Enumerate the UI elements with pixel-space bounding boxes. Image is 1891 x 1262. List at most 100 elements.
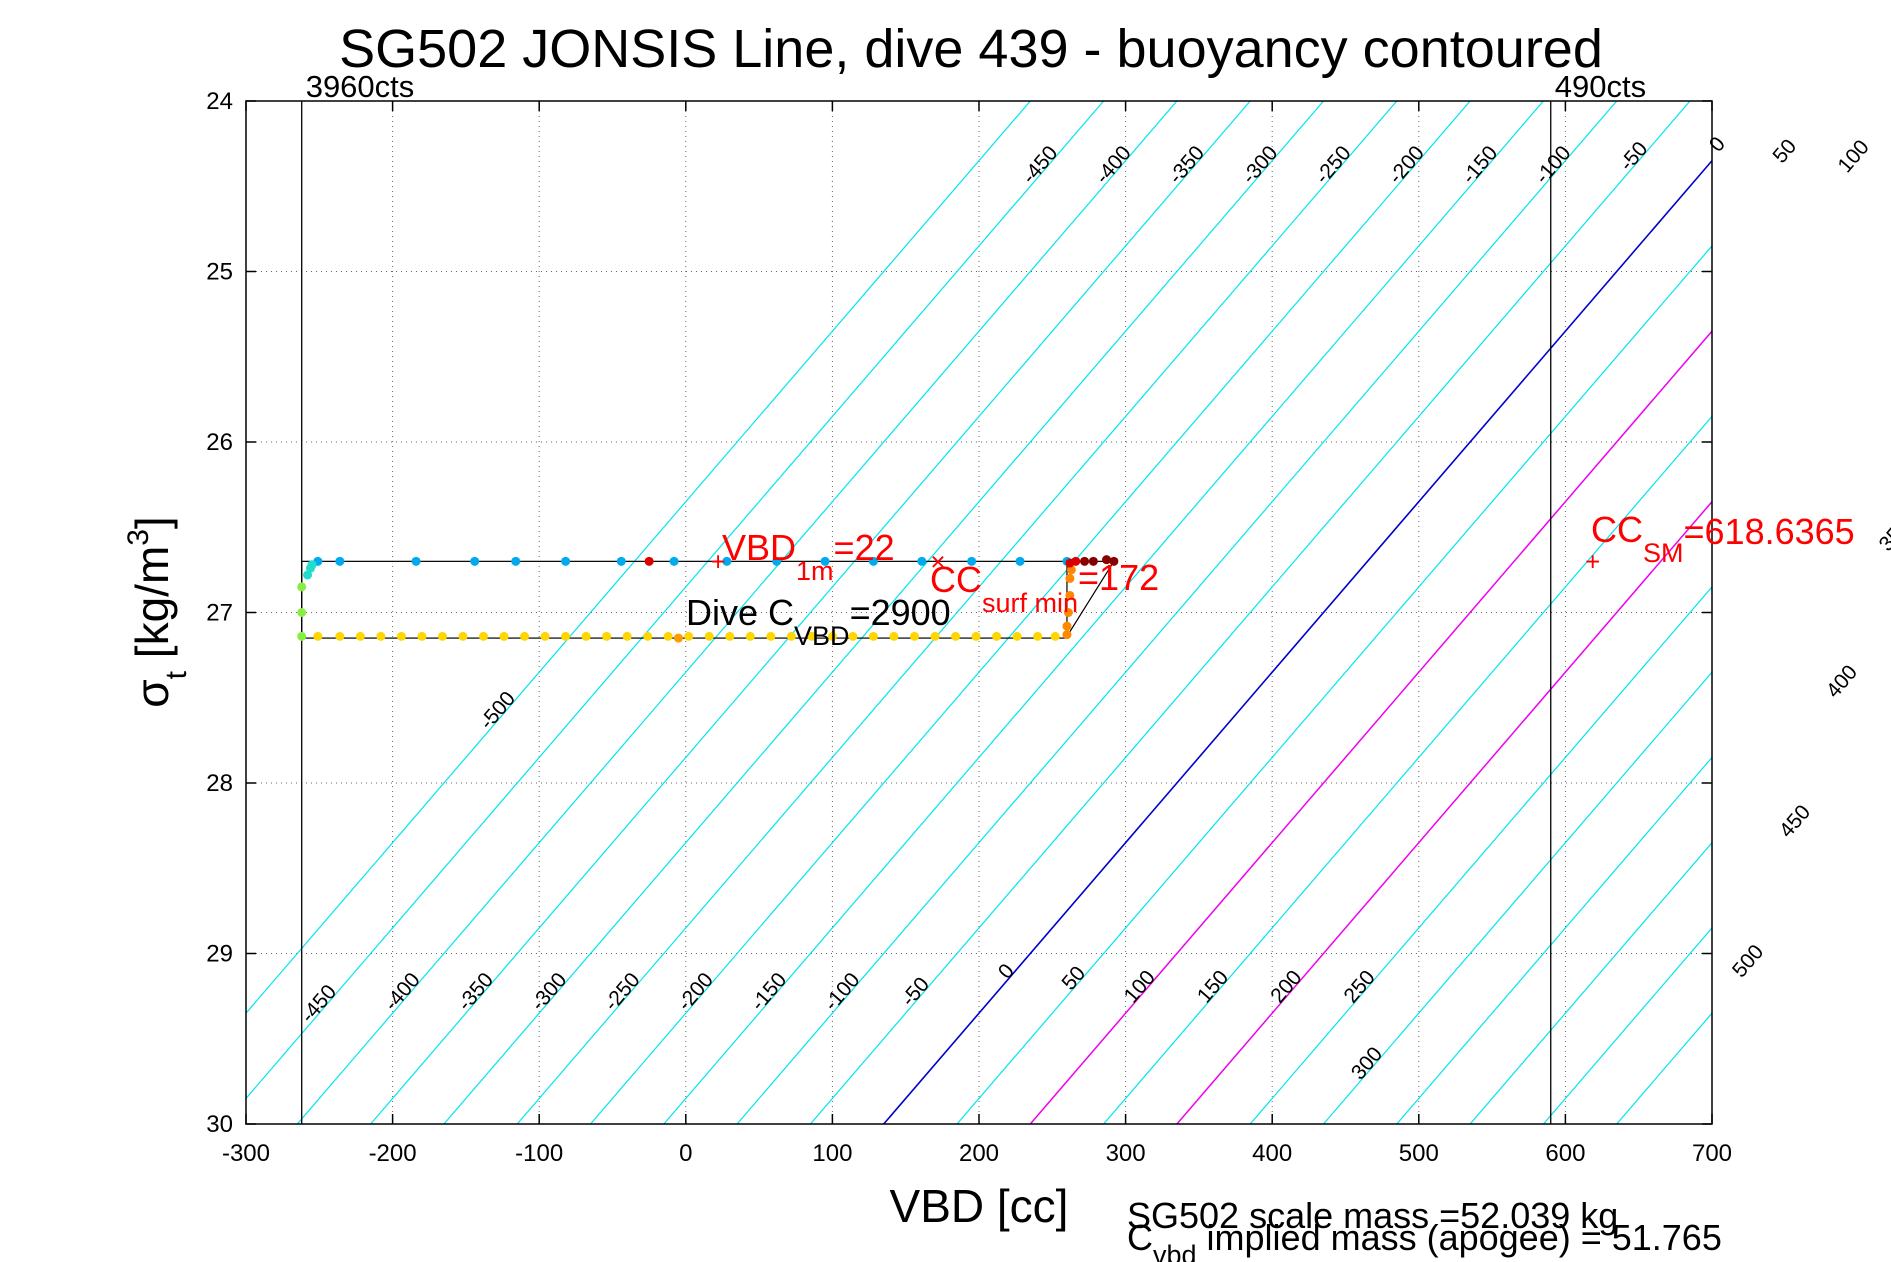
- footer-implied-mass: Cvbd implied mass (apogee) = 51.765: [1127, 1217, 1722, 1262]
- contour-line: [1469, 841, 1712, 1124]
- data-point: [669, 556, 679, 566]
- data-point: [297, 631, 307, 641]
- y-axis-label-unit-end: ]: [126, 516, 178, 529]
- data-point: [704, 631, 714, 641]
- dive-trajectory: [297, 555, 1119, 643]
- x-tick-label: -200: [369, 1140, 417, 1167]
- data-point: [868, 631, 878, 641]
- data-point: [992, 631, 1002, 641]
- contour-line-highlight: [1176, 500, 1712, 1124]
- y-tick-label: 30: [206, 1111, 233, 1138]
- data-point: [909, 631, 919, 641]
- data-point: [663, 631, 673, 641]
- cc-sm-annotation: CCSM=618.6365: [1591, 509, 1855, 568]
- contour-line: [1396, 756, 1712, 1124]
- contour-line-highlight: [1029, 330, 1712, 1124]
- data-point: [511, 556, 521, 566]
- svg-text:σt [kg/m3]: σt [kg/m3]: [122, 516, 193, 707]
- contour-line: [246, 101, 1105, 1100]
- x-tick-label: 400: [1252, 1140, 1292, 1167]
- y-axis-label-unit: [kg/m: [126, 546, 178, 671]
- data-point: [478, 631, 488, 641]
- y-tick-label: 27: [206, 600, 233, 627]
- data-point: [930, 631, 940, 641]
- y-tick-label: 29: [206, 941, 233, 968]
- data-point: [644, 556, 654, 566]
- y-tick-label: 25: [206, 259, 233, 286]
- contour-line: [370, 101, 1251, 1124]
- data-point: [820, 556, 830, 566]
- data-point: [1065, 590, 1075, 600]
- y-tick-label: 26: [206, 429, 233, 456]
- x-tick-label: 300: [1106, 1140, 1146, 1167]
- cross-marker: ×: [930, 546, 945, 576]
- contour-label: 100: [1834, 136, 1874, 178]
- contour-label: 350: [1875, 514, 1891, 556]
- dive-connector: [1066, 561, 1115, 637]
- x-tick-label: 700: [1692, 1140, 1732, 1167]
- contour-line: [246, 101, 1031, 1015]
- data-point: [967, 556, 977, 566]
- y-axis-label-unit-sup: 3: [122, 529, 155, 546]
- contour-line: [516, 101, 1398, 1124]
- data-point: [1109, 556, 1119, 566]
- footer-scale-mass: SG502 scale mass =52.039 kg: [1127, 1195, 1618, 1236]
- data-point: [807, 631, 817, 641]
- data-point: [499, 631, 509, 641]
- data-point: [540, 631, 550, 641]
- x-tick-label: 0: [679, 1140, 692, 1167]
- data-point: [1062, 630, 1072, 640]
- contour-label: 400: [1822, 661, 1862, 703]
- contour-label: 50: [1768, 135, 1801, 168]
- x-tick-label: 500: [1399, 1140, 1439, 1167]
- data-point: [971, 631, 981, 641]
- data-point: [1062, 621, 1072, 631]
- data-point: [335, 556, 345, 566]
- y-axis-ticks: 24 25 26 27 28 29 30: [206, 88, 1712, 1138]
- data-point: [458, 631, 468, 641]
- contour-line: [590, 101, 1471, 1124]
- chart-title: SG502 JONSIS Line, dive 439 - buoyancy c…: [339, 19, 1603, 79]
- data-point: [1033, 631, 1043, 641]
- data-point: [616, 556, 626, 566]
- data-point: [376, 631, 386, 641]
- data-point: [396, 631, 406, 641]
- y-tick-label: 24: [206, 88, 233, 115]
- plus-marker: +: [1585, 546, 1600, 576]
- markers: + × +: [710, 546, 1600, 576]
- cc-surf-min-annotation: CCsurf min=172: [930, 557, 1159, 618]
- contour-line: [296, 101, 1178, 1124]
- data-point: [561, 631, 571, 641]
- contour-line: [1542, 927, 1712, 1124]
- data-point: [1102, 555, 1112, 565]
- data-point: [1015, 556, 1025, 566]
- data-point: [1071, 556, 1081, 566]
- contour-line: [1249, 586, 1712, 1124]
- data-point: [722, 556, 732, 566]
- data-point: [297, 582, 307, 592]
- data-point: [335, 631, 345, 641]
- dive-cvbd-annotation: Dive CVBD=2900: [686, 592, 951, 651]
- data-point: [602, 631, 612, 641]
- data-point: [766, 631, 776, 641]
- data-point: [917, 556, 927, 566]
- contour-line: [1103, 415, 1712, 1124]
- data-point: [622, 631, 632, 641]
- count-limit-label: 490cts: [1555, 69, 1646, 104]
- data-point: [1066, 565, 1076, 575]
- buoyancy-contours: [246, 101, 1712, 1124]
- data-point: [307, 560, 317, 570]
- data-point: [417, 631, 427, 641]
- data-point: [355, 631, 365, 641]
- y-axis-label: σt [kg/m3]: [122, 516, 193, 707]
- x-tick-label: 100: [812, 1140, 852, 1167]
- data-point: [1065, 573, 1075, 583]
- count-limit-label: 3960cts: [306, 69, 415, 104]
- x-axis-label: VBD [cc]: [890, 1180, 1069, 1232]
- data-point: [1050, 631, 1060, 641]
- data-point: [848, 631, 858, 641]
- contour-line: [663, 101, 1544, 1124]
- data-point: [951, 631, 961, 641]
- data-point: [772, 556, 782, 566]
